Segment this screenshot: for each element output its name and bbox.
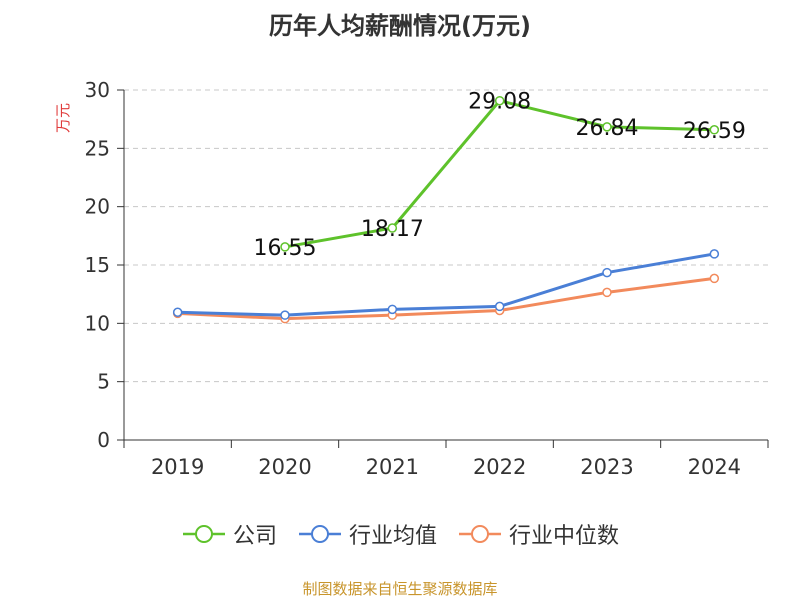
legend-swatch-industry-median <box>459 525 501 543</box>
y-tick-label: 5 <box>97 370 110 394</box>
x-tick-label: 2024 <box>688 455 741 479</box>
series-line <box>177 252 715 317</box>
legend-item-industry-average[interactable]: 行业均值 <box>297 518 437 550</box>
y-tick-label: 25 <box>85 136 110 160</box>
y-axis-title: 万元 <box>54 103 72 133</box>
data-point <box>602 267 612 278</box>
data-point <box>494 95 505 106</box>
chart-title: 历年人均薪酬情况(万元) <box>269 12 531 40</box>
series-line <box>177 276 715 321</box>
data-point <box>494 301 505 312</box>
legend: 公司 行业均值 行业中位数 <box>0 518 800 550</box>
y-tick-label: 20 <box>85 195 110 219</box>
data-label: 29.08 <box>468 90 531 115</box>
x-tick-label: 2022 <box>473 455 526 479</box>
x-tick-label: 2020 <box>258 455 311 479</box>
source-note: 制图数据来自恒生聚源数据库 <box>302 580 498 598</box>
series-line <box>284 99 715 249</box>
x-tick-label: 2019 <box>151 455 204 479</box>
x-tick-label: 2023 <box>580 455 633 479</box>
data-label: 26.84 <box>576 116 639 141</box>
data-point <box>602 287 612 298</box>
data-point <box>172 307 183 317</box>
legend-label-company: 公司 <box>232 524 277 549</box>
x-tick-label: 2021 <box>366 455 419 479</box>
legend-label-industry-average: 行业均值 <box>348 524 437 549</box>
y-tick-label: 10 <box>85 311 110 335</box>
legend-item-industry-median[interactable]: 行业中位数 <box>457 518 619 550</box>
data-point <box>709 249 720 259</box>
legend-item-company[interactable]: 公司 <box>181 518 277 550</box>
data-point <box>280 242 290 252</box>
data-point <box>280 310 290 320</box>
data-label: 18.17 <box>361 217 424 242</box>
data-point <box>709 125 720 135</box>
data-label: 26.59 <box>683 119 746 144</box>
legend-swatch-company <box>182 525 225 543</box>
data-point <box>387 223 398 233</box>
legend-swatch-industry-average <box>298 525 341 543</box>
legend-label-industry-median: 行业中位数 <box>509 524 620 549</box>
y-tick-label: 0 <box>97 428 110 452</box>
data-point <box>602 122 612 132</box>
data-label: 16.55 <box>254 236 317 261</box>
y-tick-label: 15 <box>85 253 110 277</box>
data-point <box>387 304 398 315</box>
data-point <box>709 273 720 284</box>
y-tick-label: 30 <box>85 78 110 102</box>
